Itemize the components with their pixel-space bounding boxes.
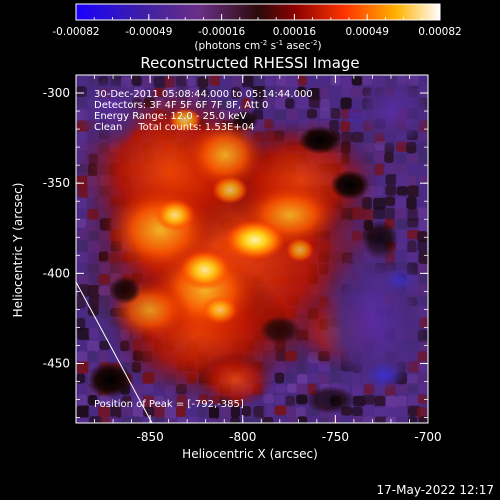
plot-title: Reconstructed RHESSI Image xyxy=(140,54,359,72)
colorbar-tick-label: -0.00082 xyxy=(52,26,99,38)
colorbar-tick-label: 0.00082 xyxy=(418,26,461,38)
info-energy-range: Energy Range: 12.0 - 25.0 keV xyxy=(94,111,247,122)
x-axis-ticks xyxy=(94,75,429,423)
y-tick-label: -300 xyxy=(43,86,70,100)
y-tick-label: -400 xyxy=(43,266,70,280)
rhessi-image xyxy=(76,75,428,423)
colorbar-tick-label: -0.00016 xyxy=(198,26,246,38)
colorbar xyxy=(76,4,440,20)
y-axis-ticks xyxy=(76,74,428,418)
info-clean-counts: Clean Total counts: 1.53E+04 xyxy=(94,122,254,133)
footer-timestamp: 17-May-2022 12:17 xyxy=(377,483,494,497)
colorbar-tick-label: 0.00016 xyxy=(273,26,317,38)
y-axis-title: Heliocentric Y (arcsec) xyxy=(11,183,25,318)
y-tick-label: -450 xyxy=(43,356,70,370)
peak-position-label: Position of Peak = [-792,-385] xyxy=(94,399,244,410)
info-time-range: 30-Dec-2011 05:08:44.000 to 05:14:44.000 xyxy=(94,89,313,100)
x-tick-label: -850 xyxy=(136,430,163,444)
y-tick-label: -350 xyxy=(43,176,70,190)
solar-limb-line xyxy=(75,281,153,424)
colorbar-tick-label: -0.00049 xyxy=(125,26,172,38)
observation-info: 30-Dec-2011 05:08:44.000 to 05:14:44.000… xyxy=(94,89,313,133)
colorbar-tick-labels: -0.00082 -0.00049 -0.00016 0.00016 0.00049 0.… xyxy=(52,26,461,38)
x-axis-tick-labels: -850 -800 -750 -700 xyxy=(136,430,441,444)
colorbar-units-label: (photons cm-2 s-1 asec-2) xyxy=(194,39,321,52)
x-tick-label: -750 xyxy=(322,430,349,444)
colorbar-ticks xyxy=(75,14,441,20)
y-axis-tick-labels: -300 -350 -400 -450 xyxy=(43,86,70,370)
x-axis-title: Heliocentric X (arcsec) xyxy=(182,447,318,461)
plot-frame xyxy=(75,74,429,424)
x-tick-label: -800 xyxy=(229,430,256,444)
info-detectors: Detectors: 3F 4F 5F 6F 7F 8F, Att 0 xyxy=(94,100,268,111)
colorbar-tick-label: 0.00049 xyxy=(345,26,388,38)
x-tick-label: -700 xyxy=(414,430,441,444)
